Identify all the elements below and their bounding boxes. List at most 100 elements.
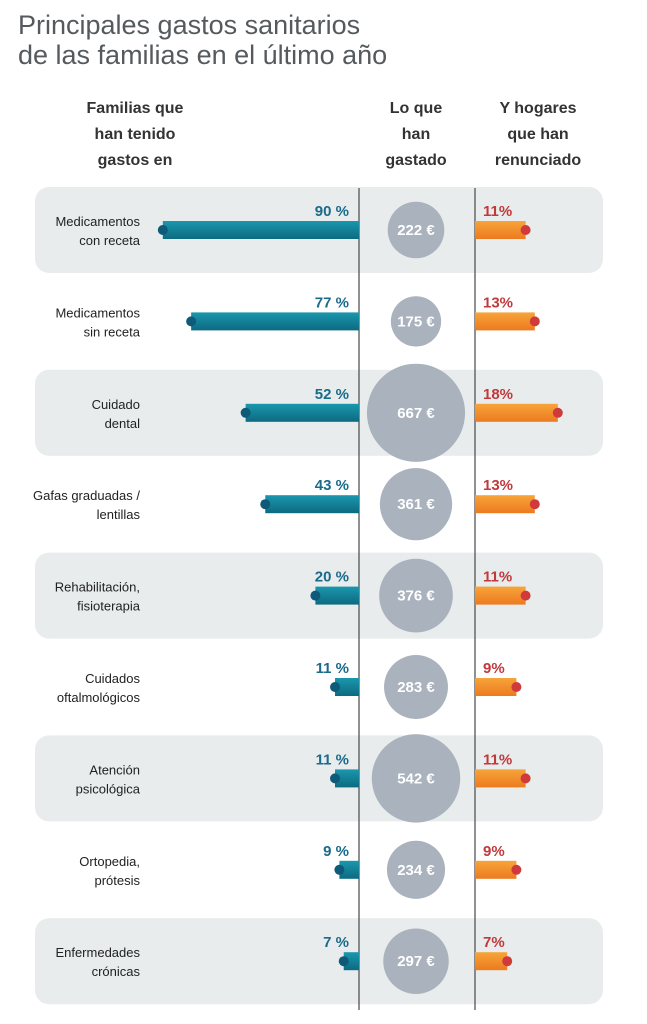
renounced-bar-cap <box>502 956 513 967</box>
spending-value-label: 297 € <box>397 953 435 970</box>
category-label: Rehabilitación, fisioterapia <box>55 580 141 614</box>
category-label-line: fisioterapia <box>77 599 141 614</box>
families-bar-cap <box>186 316 197 327</box>
renounced-value-label: 13% <box>483 477 513 494</box>
renounced-bar-cap <box>520 773 531 784</box>
families-value-label: 52 % <box>315 386 349 403</box>
renounced-bar <box>475 586 526 605</box>
families-value-label: 43 % <box>315 477 349 494</box>
category-label-line: dental <box>105 416 141 431</box>
families-bar-cap <box>260 499 271 510</box>
category-label-line: lentillas <box>97 507 141 522</box>
category-label-line: crónicas <box>92 964 141 979</box>
header-left-line: han tenido <box>94 126 176 143</box>
category-label-line: Medicamentos <box>55 214 140 229</box>
category-label: Medicamentos sin receta <box>55 305 140 339</box>
spending-bubble <box>386 840 446 899</box>
spending-bubble <box>366 363 466 462</box>
families-bar-cap <box>338 956 349 967</box>
spending-value-label: 234 € <box>397 862 435 879</box>
header-middle: Lo que han gastado <box>366 96 466 174</box>
spending-bubble <box>384 655 448 719</box>
renounced-bar-cap <box>520 225 531 235</box>
renounced-bar <box>475 221 526 239</box>
header-middle-line: han <box>401 126 431 143</box>
header-right-line: que han <box>507 126 569 143</box>
families-value-label: 20 % <box>315 569 349 586</box>
spending-value-label: 667 € <box>397 405 435 422</box>
renounced-bar <box>475 678 517 696</box>
renounced-bar-cap <box>511 682 522 692</box>
families-bar <box>335 678 359 696</box>
header-middle-line: Lo que <box>389 100 443 117</box>
spending-value-label: 361 € <box>397 496 435 513</box>
renounced-bar <box>475 769 526 788</box>
header-left: Familias que han tenido gastos en <box>60 96 210 174</box>
renounced-value-label: 18% <box>483 386 513 403</box>
header-left-line: gastos en <box>97 152 173 169</box>
spending-value-label: 542 € <box>397 770 435 787</box>
renounced-value-label: 11% <box>483 569 512 586</box>
spending-value-label: 283 € <box>397 679 435 696</box>
families-value-label: 7 % <box>323 934 349 951</box>
families-bar-cap <box>240 407 251 418</box>
category-label-line: psicológica <box>76 781 141 796</box>
category-label-line: Enfermedades <box>55 945 140 960</box>
category-label: Medicamentos con receta <box>55 214 140 248</box>
header-middle-line: gastado <box>385 152 447 169</box>
renounced-value-label: 11% <box>483 203 512 220</box>
spending-value-label: 222 € <box>397 222 435 239</box>
category-label: Cuidados oftalmológicos <box>57 671 141 705</box>
title-line-1: Principales gastos sanitarios <box>18 10 361 40</box>
families-bar <box>335 769 359 788</box>
header-right-line: renunciado <box>494 152 582 169</box>
families-value-label: 11 % <box>316 660 349 677</box>
spending-bubble <box>390 296 442 347</box>
families-value-label: 90 % <box>315 203 349 220</box>
renounced-bar-cap <box>529 499 540 510</box>
category-label: Enfermedades crónicas <box>55 945 140 979</box>
category-label-line: Medicamentos <box>55 305 140 320</box>
renounced-bar <box>475 495 535 514</box>
category-label-line: Ortopedia, <box>79 854 140 869</box>
category-label-line: Gafas graduadas / <box>33 488 140 503</box>
families-bar-cap <box>334 864 345 875</box>
renounced-bar-cap <box>520 590 531 601</box>
families-value-label: 11 % <box>316 751 349 768</box>
category-label-line: Atención <box>89 762 140 777</box>
families-bar <box>162 221 359 239</box>
renounced-bar <box>475 403 558 422</box>
families-bar <box>339 860 359 879</box>
spending-bubble <box>383 928 449 994</box>
renounced-value-label: 11% <box>483 751 512 768</box>
row-band <box>35 735 603 822</box>
spending-value-label: 376 € <box>397 588 435 605</box>
category-label-line: Cuidado <box>92 397 140 412</box>
category-label: Cuidado dental <box>92 397 141 431</box>
renounced-bar-cap <box>552 407 563 418</box>
families-bar-cap <box>330 682 341 692</box>
category-label: Ortopedia, prótesis <box>79 854 140 888</box>
families-value-label: 9 % <box>323 843 349 860</box>
header-right-line: Y hogares <box>499 100 577 117</box>
spending-bubble <box>371 734 461 823</box>
renounced-value-label: 9% <box>483 843 505 860</box>
category-label-line: oftalmológicos <box>57 690 141 705</box>
title-line-2: de las familias en el último año <box>18 40 388 70</box>
families-bar <box>343 952 359 971</box>
category-label-line: Cuidados <box>85 671 140 686</box>
renounced-bar-cap <box>511 864 522 875</box>
category-label-line: sin receta <box>84 324 141 339</box>
families-bar <box>191 312 359 331</box>
header-left-line: Familias que <box>86 100 184 117</box>
families-bar <box>315 586 359 605</box>
families-bar <box>265 495 359 514</box>
spending-value-label: 175 € <box>397 313 435 330</box>
renounced-value-label: 9% <box>483 660 505 677</box>
families-bar-cap <box>310 590 321 601</box>
category-label: Atención psicológica <box>76 762 141 796</box>
chart-title: Principales gastos sanitarios de las fam… <box>18 10 387 70</box>
renounced-bar <box>475 312 535 331</box>
